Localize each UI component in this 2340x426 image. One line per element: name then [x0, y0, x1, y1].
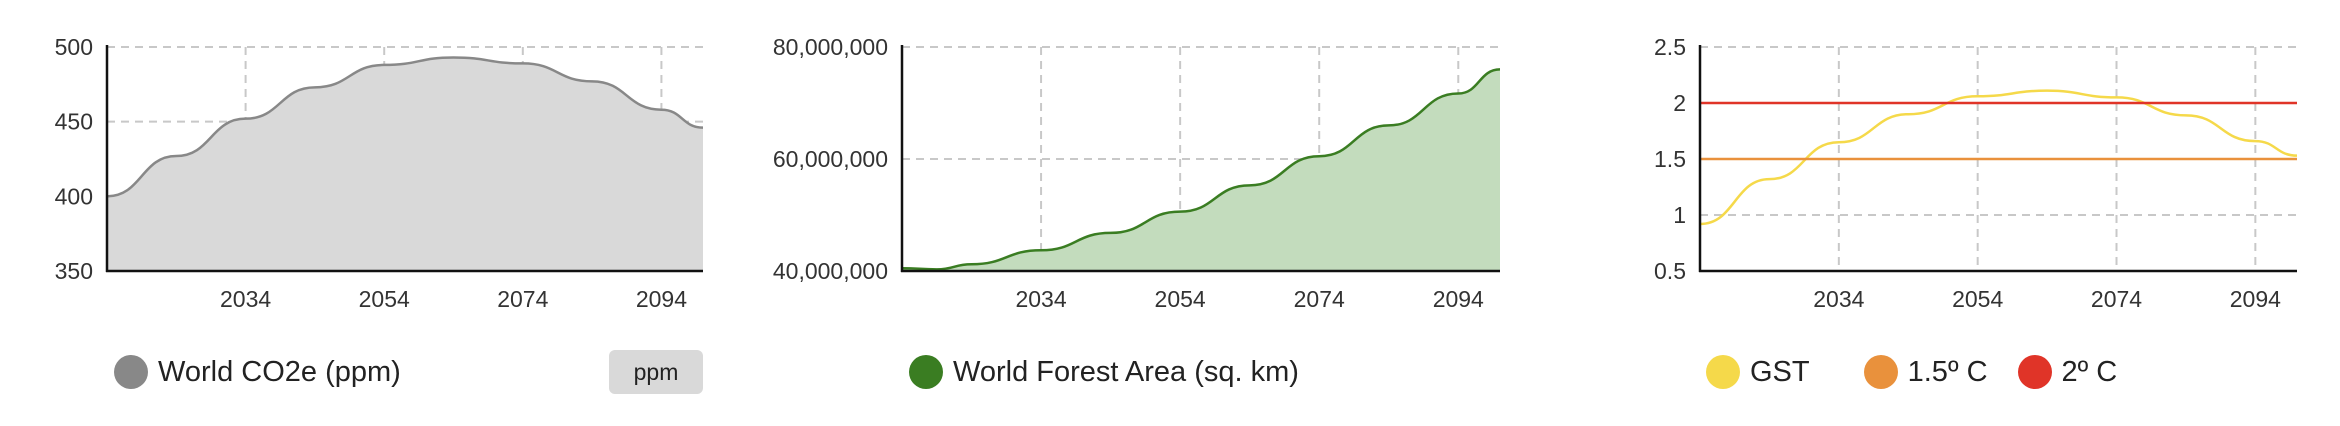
x-tick-label: 2054 [1155, 286, 1206, 312]
y-tick-label: 450 [55, 109, 93, 135]
y-tick-label: 1 [1673, 202, 1686, 228]
legend-temperature: GST 1.5º C 2º C [1706, 350, 2171, 394]
x-tick-label: 2054 [359, 286, 410, 312]
y-tick-label: 1.5 [1654, 146, 1686, 172]
x-tick-label: 2074 [497, 286, 548, 312]
legend-item-forest[interactable]: World Forest Area (sq. km) [909, 355, 1299, 389]
area-fill-0-0 [107, 57, 703, 271]
legend-label-co2: World CO2e (ppm) [158, 355, 401, 388]
y-tick-label: 40,000,000 [773, 258, 888, 284]
x-tick-label: 2094 [1433, 286, 1484, 312]
x-tick-label: 2034 [220, 286, 271, 312]
x-tick-label: 2034 [1015, 286, 1066, 312]
y-tick-label: 350 [55, 258, 93, 284]
x-tick-label: 2074 [2091, 286, 2142, 312]
legend-item-2c[interactable]: 2º C [2017, 355, 2118, 389]
x-tick-label: 2074 [1294, 286, 1345, 312]
legend-item-1-5c[interactable]: 1.5º C [1863, 355, 1988, 389]
y-tick-label: 400 [55, 183, 93, 209]
unit-toggle-button[interactable]: ppm [609, 350, 703, 394]
x-tick-label: 2094 [2230, 286, 2281, 312]
x-tick-label: 2094 [636, 286, 687, 312]
y-tick-label: 2 [1673, 90, 1686, 116]
y-tick-label: 500 [55, 34, 93, 60]
legend-label-2c: 2º C [2061, 355, 2118, 388]
legend-forest: World Forest Area (sq. km) [909, 350, 1353, 394]
series-line-1-0 [901, 68, 1501, 271]
series-line-2-0 [1699, 89, 2298, 226]
x-tick-label: 2054 [1952, 286, 2003, 312]
y-tick-label: 80,000,000 [773, 34, 888, 60]
legend-label-gst: GST [1750, 355, 1810, 388]
y-tick-label: 2.5 [1654, 34, 1686, 60]
legend-swatch-1-5c [1863, 355, 1898, 389]
legend-swatch-2c [2017, 355, 2052, 389]
area-fill-1-0 [902, 69, 1500, 272]
legend-label-1-5c: 1.5º C [1907, 355, 1988, 388]
x-tick-label: 2034 [1813, 286, 1864, 312]
legend-swatch-co2 [114, 355, 148, 389]
series-line-0-0 [106, 56, 704, 198]
legend-swatch-gst [1706, 355, 1740, 389]
y-tick-label: 60,000,000 [773, 146, 888, 172]
y-tick-label: 0.5 [1654, 258, 1686, 284]
legend-swatch-forest [909, 355, 943, 389]
legend-co2: World CO2e (ppm) [114, 350, 455, 394]
legend-item-gst[interactable]: GST [1706, 355, 1810, 389]
legend-label-forest: World Forest Area (sq. km) [953, 355, 1299, 388]
legend-item-co2[interactable]: World CO2e (ppm) [114, 355, 401, 389]
